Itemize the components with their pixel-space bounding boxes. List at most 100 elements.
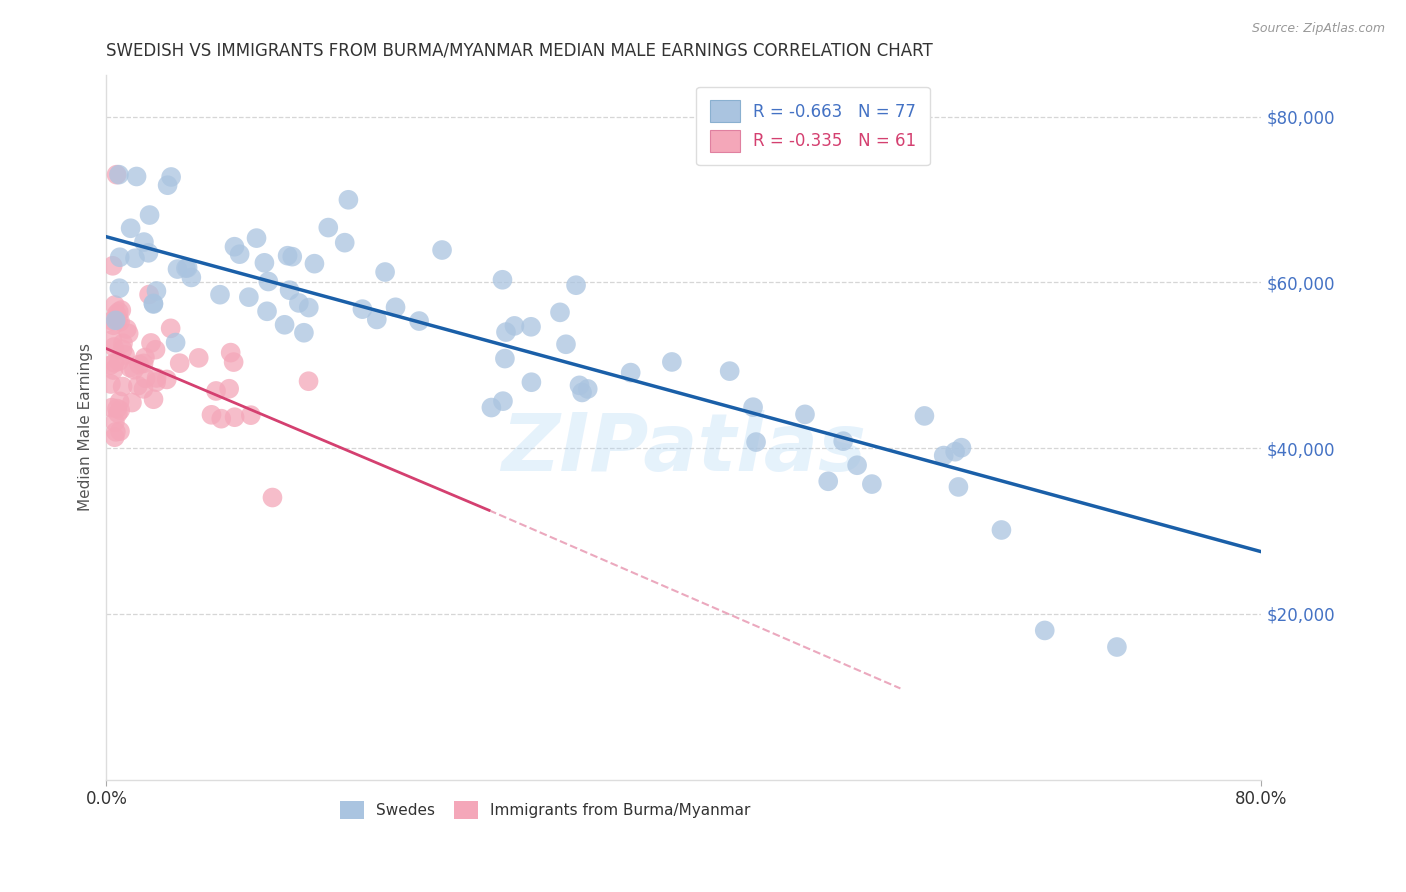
Point xyxy=(134,351,156,365)
Point xyxy=(98,358,121,372)
Point xyxy=(108,424,131,438)
Point xyxy=(794,408,817,422)
Point xyxy=(479,401,502,415)
Point xyxy=(138,208,160,222)
Point xyxy=(165,335,187,350)
Legend: Swedes, Immigrants from Burma/Myanmar: Swedes, Immigrants from Burma/Myanmar xyxy=(333,795,756,825)
Text: ZIPatlas: ZIPatlas xyxy=(502,409,866,488)
Point xyxy=(912,409,935,423)
Point xyxy=(169,356,191,370)
Point xyxy=(132,235,155,249)
Point xyxy=(262,491,284,505)
Point xyxy=(132,382,155,396)
Point xyxy=(256,304,278,318)
Point xyxy=(114,348,136,362)
Point xyxy=(281,250,304,264)
Point xyxy=(492,394,515,409)
Point xyxy=(105,401,128,416)
Point xyxy=(174,261,197,276)
Point xyxy=(943,444,966,458)
Point xyxy=(304,257,326,271)
Point xyxy=(166,262,188,277)
Point xyxy=(661,355,683,369)
Y-axis label: Median Male Earnings: Median Male Earnings xyxy=(79,343,93,511)
Point xyxy=(124,252,146,266)
Point xyxy=(118,360,141,375)
Point xyxy=(138,245,160,260)
Point xyxy=(503,318,526,333)
Point xyxy=(101,333,124,347)
Point xyxy=(145,343,167,357)
Point xyxy=(222,355,245,369)
Point xyxy=(101,259,124,273)
Point xyxy=(108,315,131,329)
Point xyxy=(104,430,127,444)
Point xyxy=(430,243,453,257)
Point xyxy=(288,296,311,310)
Point xyxy=(239,408,262,422)
Point xyxy=(620,366,643,380)
Point xyxy=(111,343,134,357)
Point xyxy=(555,337,578,351)
Point xyxy=(1105,640,1128,654)
Point xyxy=(105,168,128,182)
Point xyxy=(1033,624,1056,638)
Point xyxy=(145,371,167,385)
Point xyxy=(176,260,198,275)
Point xyxy=(135,371,157,385)
Point xyxy=(316,220,339,235)
Point xyxy=(101,314,124,328)
Point xyxy=(115,322,138,336)
Point xyxy=(139,335,162,350)
Point xyxy=(104,415,127,429)
Point xyxy=(298,301,321,315)
Point xyxy=(200,408,222,422)
Point xyxy=(273,318,295,332)
Point xyxy=(253,256,276,270)
Point xyxy=(950,441,973,455)
Point xyxy=(520,375,543,389)
Point xyxy=(238,290,260,304)
Point xyxy=(257,275,280,289)
Point xyxy=(138,287,160,301)
Point xyxy=(245,231,267,245)
Point xyxy=(218,382,240,396)
Point xyxy=(107,406,129,420)
Point xyxy=(548,305,571,319)
Point xyxy=(297,374,319,388)
Point xyxy=(103,318,125,333)
Point xyxy=(142,297,165,311)
Point xyxy=(145,284,167,298)
Point xyxy=(105,307,128,321)
Point xyxy=(745,435,768,450)
Point xyxy=(160,169,183,184)
Point xyxy=(108,403,131,417)
Point xyxy=(571,385,593,400)
Point xyxy=(108,394,131,409)
Point xyxy=(107,305,129,319)
Point xyxy=(104,298,127,312)
Point xyxy=(180,270,202,285)
Point xyxy=(742,400,765,414)
Point xyxy=(408,314,430,328)
Point xyxy=(948,480,970,494)
Point xyxy=(520,319,543,334)
Point xyxy=(159,321,181,335)
Point xyxy=(219,345,242,359)
Point xyxy=(142,296,165,310)
Point xyxy=(277,249,299,263)
Point xyxy=(352,302,374,317)
Point xyxy=(100,376,122,391)
Point xyxy=(107,313,129,327)
Point xyxy=(103,356,125,370)
Point xyxy=(494,351,516,366)
Point xyxy=(104,313,127,327)
Point xyxy=(187,351,209,365)
Point xyxy=(846,458,869,473)
Point xyxy=(121,395,143,409)
Point xyxy=(100,401,122,415)
Point xyxy=(108,281,131,295)
Point xyxy=(103,363,125,377)
Point xyxy=(932,449,955,463)
Point xyxy=(337,193,360,207)
